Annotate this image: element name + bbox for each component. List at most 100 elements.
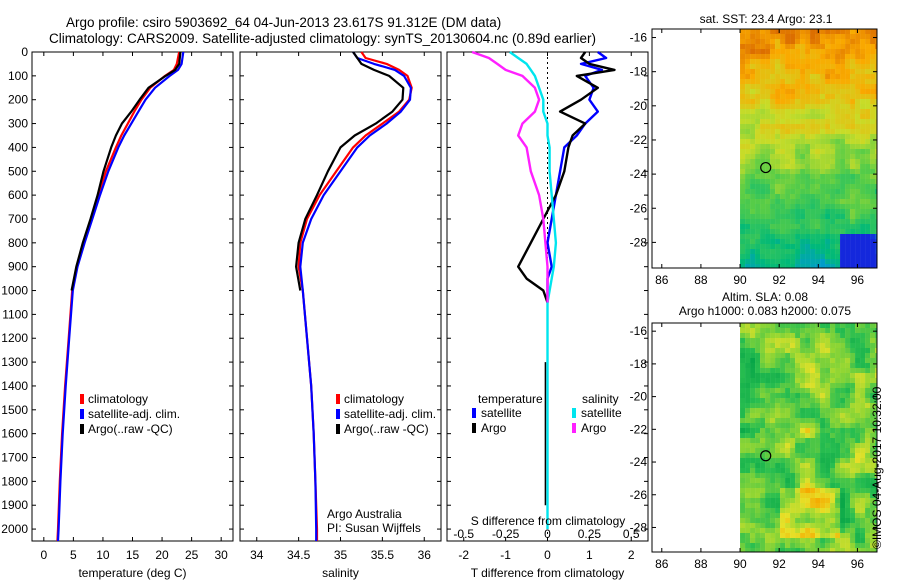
map-cell <box>760 259 766 264</box>
map-cell <box>830 478 836 483</box>
map-cell <box>790 328 796 333</box>
map-cell <box>860 443 866 448</box>
map-cell <box>755 259 761 264</box>
map-cell <box>800 214 806 219</box>
map-cell <box>815 503 821 508</box>
map-cell <box>740 353 746 358</box>
map-cell <box>830 353 836 358</box>
map-cell <box>755 209 761 214</box>
map-cell <box>785 518 791 523</box>
map-cell <box>805 548 811 552</box>
map-cell <box>850 79 856 84</box>
map-cell <box>850 323 856 328</box>
map-cell <box>840 84 846 89</box>
map-cell <box>840 368 846 373</box>
map-cell <box>860 468 866 473</box>
map-cell <box>810 84 816 89</box>
map-cell <box>845 403 851 408</box>
map-cell <box>775 234 781 239</box>
map-cell <box>835 353 841 358</box>
map-cell <box>835 333 841 338</box>
map-cell <box>810 328 816 333</box>
map-cell <box>835 94 841 99</box>
map-cell <box>850 543 856 548</box>
map-cell <box>740 29 746 34</box>
map-cell <box>750 523 756 528</box>
map-cell <box>805 224 811 229</box>
map-cell <box>830 543 836 548</box>
map-cell <box>780 368 786 373</box>
map-cell <box>740 69 746 74</box>
temperature-x-tick-label: 30 <box>214 548 228 562</box>
map-cell <box>840 353 846 358</box>
map-cell <box>760 443 766 448</box>
map-cell <box>815 373 821 378</box>
map-cell <box>815 548 821 552</box>
map-cell <box>820 169 826 174</box>
map-cell <box>855 338 861 343</box>
map-cell <box>860 323 866 328</box>
map-cell <box>840 184 846 189</box>
map-cell <box>795 503 801 508</box>
map-cell <box>750 383 756 388</box>
map-cell <box>765 338 771 343</box>
lon-tick-label: 94 <box>812 557 826 571</box>
map-cell <box>830 39 836 44</box>
map-cell <box>740 378 746 383</box>
difference-series-line-2 <box>509 51 558 303</box>
map-cell <box>765 199 771 204</box>
map-cell <box>875 513 877 518</box>
map-cell <box>765 64 771 69</box>
map-cell <box>875 503 877 508</box>
map-cell <box>855 368 861 373</box>
map-cell <box>835 463 841 468</box>
map-cell <box>775 468 781 473</box>
map-cell <box>875 498 877 503</box>
map-cell <box>830 179 836 184</box>
map-cell <box>760 363 766 368</box>
map-cell <box>805 423 811 428</box>
map-cell <box>865 328 871 333</box>
map-cell <box>865 338 871 343</box>
map-cell <box>845 393 851 398</box>
map-cell <box>765 144 771 149</box>
salinity-x-tick-label: 35.5 <box>371 548 395 562</box>
map-cell <box>870 209 876 214</box>
map-cell <box>770 114 776 119</box>
map-cell <box>850 418 856 423</box>
map-cell <box>865 239 871 244</box>
map-cell <box>770 363 776 368</box>
map-cell <box>830 84 836 89</box>
map-cell <box>755 513 761 518</box>
map-cell <box>790 74 796 79</box>
map-cell <box>755 189 761 194</box>
map-cell <box>755 244 761 249</box>
map-cell <box>845 44 851 49</box>
map-cell <box>760 453 766 458</box>
map-cell <box>800 234 806 239</box>
map-cell <box>820 104 826 109</box>
salinity-annotation: Argo Australia <box>327 507 402 521</box>
map-cell <box>845 114 851 119</box>
map-cell <box>830 328 836 333</box>
map-cell <box>830 99 836 104</box>
map-cell <box>825 513 831 518</box>
map-cell <box>845 234 851 239</box>
map-cell <box>790 383 796 388</box>
map-cell <box>875 219 877 224</box>
map-cell <box>810 134 816 139</box>
map-cell <box>775 353 781 358</box>
map-cell <box>810 538 816 543</box>
map-cell <box>870 423 876 428</box>
map-cell <box>850 99 856 104</box>
map-cell <box>845 244 851 249</box>
map-cell <box>750 94 756 99</box>
map-cell <box>790 44 796 49</box>
map-cell <box>860 114 866 119</box>
map-cell <box>820 224 826 229</box>
map-cell <box>745 403 751 408</box>
map-cell <box>740 189 746 194</box>
map-cell <box>775 363 781 368</box>
map-cell <box>865 463 871 468</box>
temperature-x-tick-label: 25 <box>185 548 199 562</box>
